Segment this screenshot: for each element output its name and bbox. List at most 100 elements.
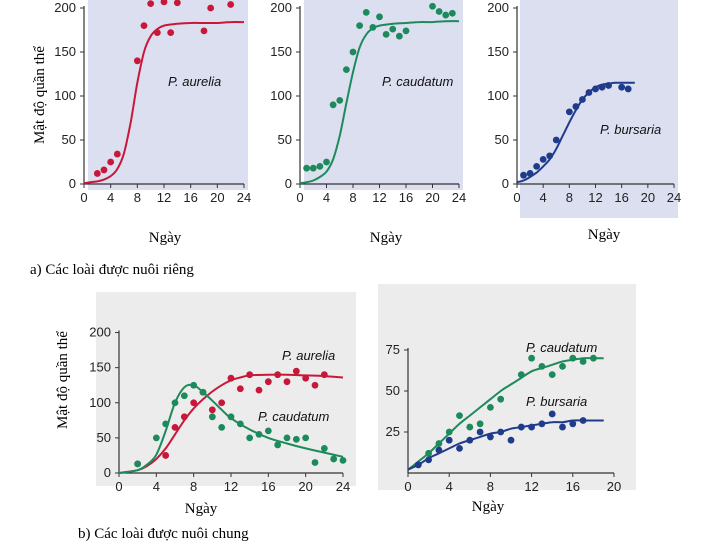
data-point-paurelia — [208, 406, 216, 414]
data-point-pcaudatum — [448, 9, 456, 17]
data-point-pcaudatum — [456, 412, 463, 419]
x-tick-label: 4 — [540, 190, 547, 205]
data-point-pcaudatum — [303, 164, 311, 172]
data-point-pcaudatum — [402, 27, 410, 35]
data-point-pcaudatum — [283, 434, 291, 442]
x-tick-label: 8 — [134, 190, 141, 205]
data-point-pcaudatum — [369, 23, 377, 31]
series-label: P. caudatum — [382, 74, 453, 89]
panel-1: 0 4 8 12 16 20 24 0 50 100 150 200 Ngày Mật độ quần t… — [32, 0, 251, 246]
data-point-pcaudatum — [382, 31, 390, 38]
data-point-paurelia — [274, 371, 282, 379]
data-point-pcaudatum — [528, 354, 535, 362]
data-point-pcaudatum — [309, 164, 317, 172]
data-point-paurelia — [292, 367, 300, 375]
data-point-paurelia — [140, 22, 148, 29]
x-tick-label: 12 — [372, 190, 386, 205]
x-axis-title: Ngày — [472, 499, 505, 515]
data-point-pcaudatum — [548, 371, 556, 378]
data-point-pbursaria — [565, 108, 573, 116]
data-point-pcaudatum — [579, 358, 587, 365]
panel-2: 0 4 8 12 16 20 24 0 50 100 150 200 Ngày P. caudatum — [270, 0, 466, 246]
data-point-paurelia — [167, 29, 175, 37]
data-point-pcaudatum — [180, 392, 188, 400]
data-point-paurelia — [283, 378, 291, 386]
caption-together: b) Các loài được nuôi chung — [78, 526, 249, 542]
data-point-pcaudatum — [476, 420, 484, 428]
data-point-pcaudatum — [389, 25, 397, 33]
series-label: P. aurelia — [282, 348, 335, 363]
y-tick-label: 150 — [270, 44, 292, 59]
x-tick-label: 0 — [80, 190, 87, 205]
y-tick-label: 150 — [487, 44, 509, 59]
series-label: P. caudatum — [258, 409, 329, 424]
y-tick-label: 0 — [285, 176, 292, 191]
data-point-pcaudatum — [425, 449, 432, 457]
data-point-pcaudatum — [339, 456, 347, 464]
data-point-paurelia — [160, 0, 168, 6]
x-tick-label: 8 — [349, 190, 356, 205]
series-line-pbursaria — [516, 81, 635, 184]
data-point-pbursaria — [579, 96, 586, 103]
x-tick-label: 0 — [404, 479, 411, 494]
data-point-paurelia — [180, 413, 188, 421]
data-point-pbursaria — [425, 456, 432, 464]
x-tick-label: 8 — [190, 479, 197, 494]
x-tick-label: 16 — [399, 190, 413, 205]
x-tick-label: 24 — [667, 190, 681, 205]
data-point-pbursaria — [466, 436, 474, 444]
x-tick-label: 16 — [614, 190, 628, 205]
data-point-pcaudatum — [569, 354, 577, 362]
data-point-pcaudatum — [152, 434, 160, 442]
panel-4: 0 4 8 12 16 20 24 0 50 100 150 200 Ngày Mật độ quần t… — [55, 292, 356, 517]
data-point-pcaudatum — [356, 22, 364, 29]
y-axis-title: Mật độ quần thể — [32, 46, 48, 144]
x-tick-label: 20 — [298, 479, 312, 494]
y-tick-label: 50 — [62, 132, 76, 147]
data-point-pcaudatum — [487, 404, 494, 411]
data-point-pbursaria — [579, 417, 587, 424]
y-tick-label: 50 — [386, 383, 400, 398]
data-point-pbursaria — [520, 171, 527, 179]
data-point-pcaudatum — [236, 420, 244, 428]
data-point-paurelia — [133, 57, 141, 65]
data-point-pbursaria — [538, 420, 546, 428]
y-tick-label: 75 — [386, 342, 400, 357]
data-point-pcaudatum — [435, 8, 443, 15]
data-point-pcaudatum — [559, 363, 566, 370]
data-point-pcaudatum — [162, 420, 170, 428]
data-point-paurelia — [227, 374, 235, 382]
data-point-pbursaria — [605, 82, 612, 89]
data-point-pcaudatum — [264, 427, 272, 435]
data-point-paurelia — [100, 166, 108, 174]
series-label: P. caudatum — [526, 340, 597, 355]
y-tick-label: 0 — [69, 176, 76, 191]
data-point-pcaudatum — [316, 163, 324, 170]
data-point-pcaudatum — [171, 399, 179, 407]
y-tick-label: 50 — [278, 132, 292, 147]
x-tick-label: 8 — [487, 479, 494, 494]
series-line-paurelia — [83, 21, 245, 185]
data-point-pbursaria — [533, 163, 541, 170]
y-tick-label: 25 — [386, 424, 400, 439]
y-tick-label: 100 — [54, 88, 76, 103]
panel-5: 0 4 8 12 16 20 25 50 75 Ngày P. caudatum P. bursari… — [378, 284, 636, 515]
caption-separate: a) Các loài được nuôi riêng — [30, 262, 194, 278]
y-tick-label: 50 — [97, 430, 111, 445]
data-point-paurelia — [236, 385, 244, 393]
y-tick-label: 150 — [89, 360, 111, 375]
data-point-paurelia — [311, 381, 319, 389]
data-point-pbursaria — [585, 89, 593, 96]
panel-3: 0 4 8 12 16 20 24 0 50 100 150 200 Ngày P. bursaria — [487, 0, 681, 243]
data-point-paurelia — [147, 0, 155, 7]
x-tick-label: 4 — [107, 190, 114, 205]
data-point-pcaudatum — [342, 66, 350, 73]
x-tick-label: 20 — [210, 190, 224, 205]
data-point-pcaudatum — [442, 11, 450, 19]
x-tick-label: 16 — [261, 479, 275, 494]
data-point-pcaudatum — [329, 101, 337, 109]
data-point-pcaudatum — [292, 435, 300, 443]
data-point-pbursaria — [526, 170, 534, 177]
x-tick-label: 8 — [566, 190, 573, 205]
